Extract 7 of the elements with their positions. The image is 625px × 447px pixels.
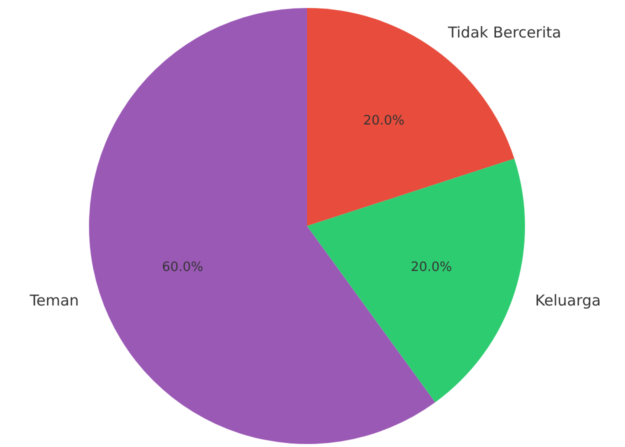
- slice-label: Tidak Bercerita: [446, 23, 562, 42]
- data-label: 20.0%: [363, 114, 405, 129]
- slice-label: Teman: [28, 291, 79, 310]
- data-label: 20.0%: [410, 260, 452, 275]
- slice-label: Keluarga: [535, 291, 601, 310]
- pie-slice: [307, 158, 525, 402]
- data-label: 60.0%: [162, 260, 204, 275]
